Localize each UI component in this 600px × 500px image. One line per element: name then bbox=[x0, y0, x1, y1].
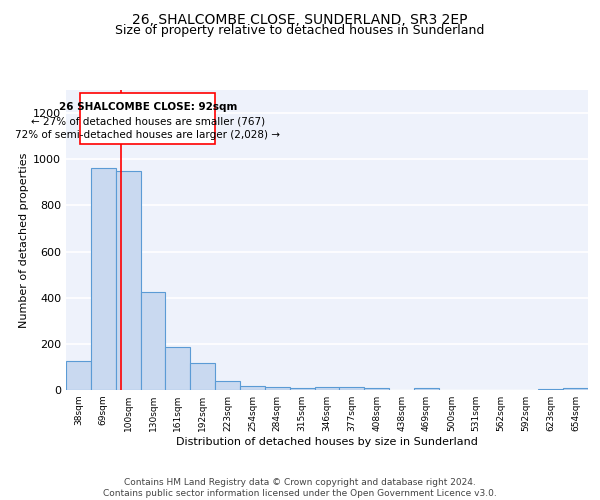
Text: ← 27% of detached houses are smaller (767): ← 27% of detached houses are smaller (76… bbox=[31, 116, 265, 126]
Bar bbox=[166, 348, 190, 390]
Bar bbox=[340, 387, 364, 390]
Text: Contains HM Land Registry data © Crown copyright and database right 2024.
Contai: Contains HM Land Registry data © Crown c… bbox=[103, 478, 497, 498]
Bar bbox=[265, 386, 290, 390]
Bar bbox=[215, 381, 240, 390]
Bar bbox=[190, 364, 215, 390]
Bar bbox=[364, 388, 389, 390]
Bar bbox=[290, 388, 314, 390]
Bar bbox=[66, 361, 91, 390]
Bar bbox=[240, 386, 265, 390]
Bar bbox=[140, 292, 166, 390]
Bar bbox=[538, 389, 563, 390]
X-axis label: Distribution of detached houses by size in Sunderland: Distribution of detached houses by size … bbox=[176, 437, 478, 447]
Bar bbox=[91, 168, 116, 390]
Bar bbox=[563, 388, 588, 390]
Text: 26 SHALCOMBE CLOSE: 92sqm: 26 SHALCOMBE CLOSE: 92sqm bbox=[59, 102, 237, 113]
Text: Size of property relative to detached houses in Sunderland: Size of property relative to detached ho… bbox=[115, 24, 485, 37]
Bar bbox=[116, 171, 140, 390]
Bar bbox=[414, 388, 439, 390]
Text: 26, SHALCOMBE CLOSE, SUNDERLAND, SR3 2EP: 26, SHALCOMBE CLOSE, SUNDERLAND, SR3 2EP bbox=[132, 12, 468, 26]
Text: 72% of semi-detached houses are larger (2,028) →: 72% of semi-detached houses are larger (… bbox=[15, 130, 280, 140]
Bar bbox=[314, 387, 340, 390]
Y-axis label: Number of detached properties: Number of detached properties bbox=[19, 152, 29, 328]
FancyBboxPatch shape bbox=[80, 94, 215, 144]
